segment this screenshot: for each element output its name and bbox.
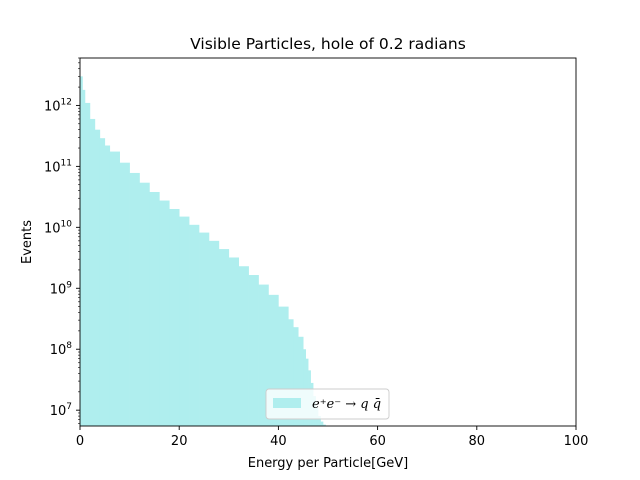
histogram-bar xyxy=(218,249,230,426)
histogram-bar xyxy=(109,151,120,426)
y-tick-label: 1011 xyxy=(44,158,72,175)
histogram-bar xyxy=(248,275,259,426)
histogram-bar xyxy=(149,191,160,426)
x-tick-label: 0 xyxy=(76,434,84,449)
y-tick-label: 1012 xyxy=(44,97,72,114)
x-tick-label: 20 xyxy=(171,434,188,449)
histogram-bar xyxy=(159,200,170,426)
chart-title: Visible Particles, hole of 0.2 radians xyxy=(190,35,466,53)
histogram-bar xyxy=(268,294,279,426)
x-tick-label: 40 xyxy=(270,434,287,449)
histogram-bar xyxy=(238,266,249,426)
histogram-bar xyxy=(258,284,269,426)
histogram-bars xyxy=(80,76,326,427)
histogram-bar xyxy=(179,216,190,426)
histogram-bar xyxy=(298,336,304,426)
histogram-bar xyxy=(94,129,101,426)
histogram-bar xyxy=(323,424,326,426)
y-tick-label: 107 xyxy=(50,402,72,419)
y-tick-label: 109 xyxy=(50,280,73,297)
legend-entry-label: e⁺e⁻ → q q̄ xyxy=(312,397,381,412)
legend-swatch xyxy=(273,398,301,408)
plot-area xyxy=(79,57,577,427)
histogram-bar xyxy=(89,118,96,426)
histogram-bar xyxy=(189,224,200,426)
histogram-bar xyxy=(278,306,289,426)
histogram-bar xyxy=(303,349,306,426)
histogram-bar xyxy=(228,257,240,426)
histogram-bar xyxy=(320,421,324,426)
y-tick-label: 108 xyxy=(50,341,73,358)
x-axis-ticks: 0 20 40 60 80 100 xyxy=(76,426,589,449)
x-tick-label: 60 xyxy=(369,434,386,449)
histogram-bar xyxy=(169,208,180,426)
x-tick-label: 80 xyxy=(469,434,486,449)
histogram-bar xyxy=(318,416,321,426)
histogram-bar xyxy=(293,327,299,426)
legend-box xyxy=(265,388,390,420)
histogram-bar xyxy=(199,232,210,426)
histogram-bar xyxy=(80,76,83,426)
x-axis-label: Energy per Particle[GeV] xyxy=(248,456,409,471)
histogram-bar xyxy=(288,319,294,426)
y-axis-ticks: 107 108 109 1010 1011 1012 xyxy=(44,57,80,424)
histogram-bar xyxy=(139,182,150,426)
y-tick-label: 1010 xyxy=(44,219,72,236)
histogram-bar xyxy=(99,138,106,426)
histogram-bar xyxy=(82,89,86,427)
histogram-bar xyxy=(119,162,130,426)
histogram-bar xyxy=(104,145,111,426)
histogram-bar xyxy=(208,240,220,426)
histogram-bar xyxy=(129,172,140,426)
axes-frame xyxy=(79,57,577,427)
x-tick-label: 100 xyxy=(564,434,589,449)
y-axis-label: Events xyxy=(20,220,35,264)
histogram-bar xyxy=(84,102,91,426)
legend: e⁺e⁻ → q q̄ xyxy=(265,388,390,420)
